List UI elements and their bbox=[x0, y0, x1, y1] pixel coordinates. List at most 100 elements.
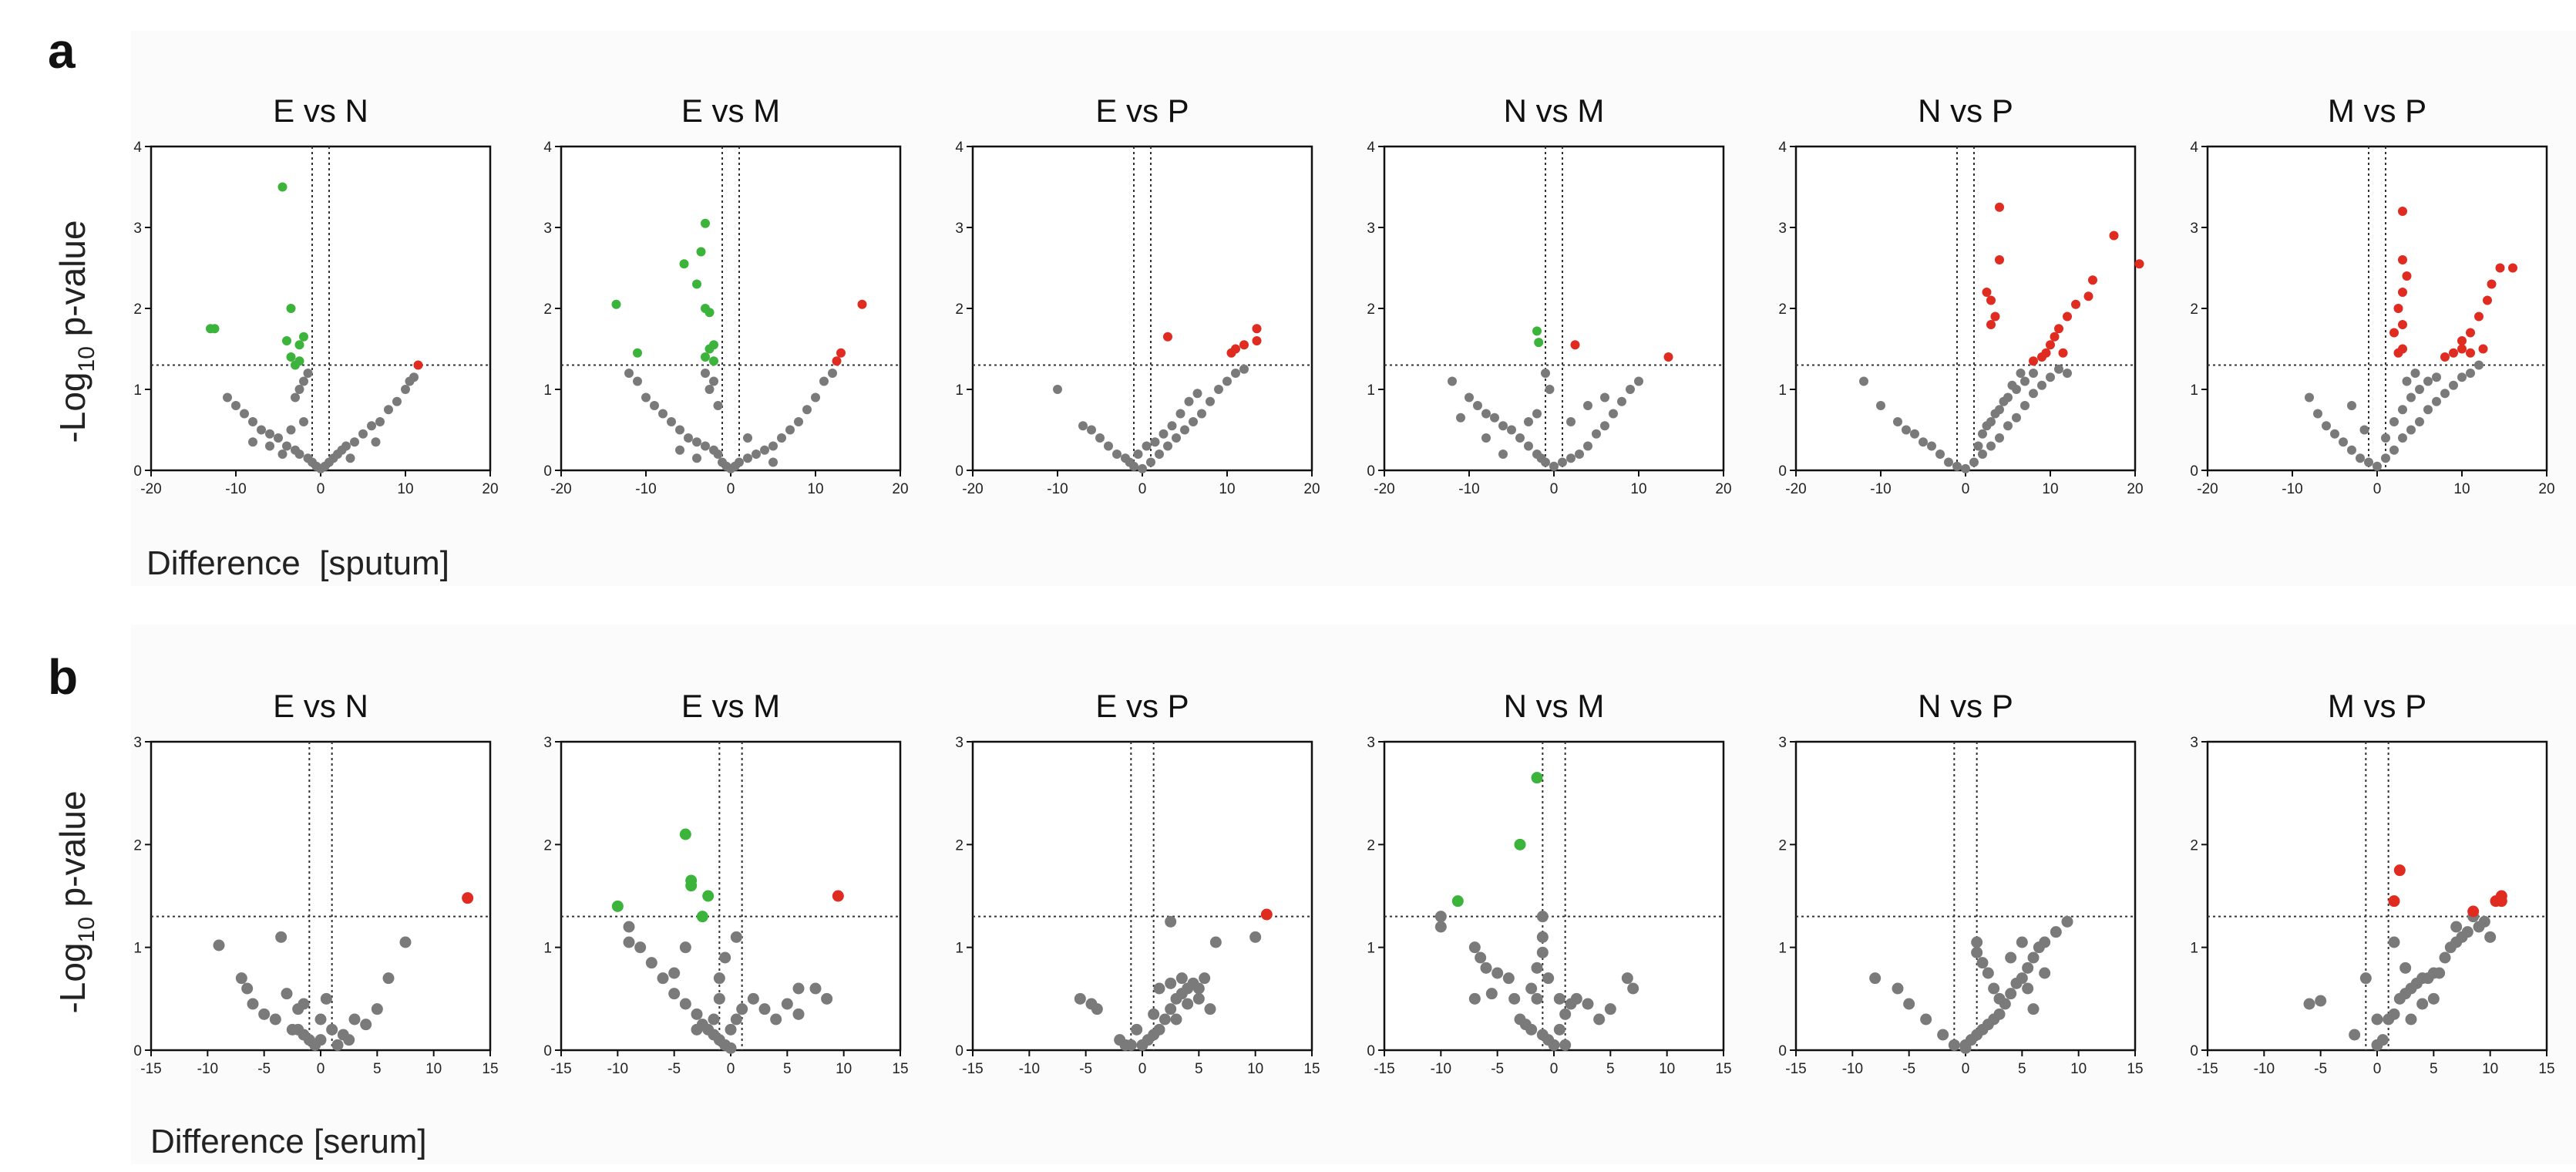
data-point-down bbox=[1532, 326, 1542, 336]
data-point-nonsignificant bbox=[1978, 450, 1987, 459]
y-tick-label: 2 bbox=[1367, 837, 1375, 854]
data-point-nonsignificant bbox=[713, 972, 725, 985]
panel-title: N vs M bbox=[1504, 93, 1605, 129]
data-point-up bbox=[2474, 312, 2484, 322]
data-point-nonsignificant bbox=[1626, 385, 1635, 394]
data-point-nonsignificant bbox=[1222, 376, 1232, 386]
data-point-up bbox=[2088, 275, 2097, 285]
data-point-nonsignificant bbox=[1468, 941, 1481, 954]
data-point-nonsignificant bbox=[1239, 364, 1249, 374]
data-point-nonsignificant bbox=[2359, 972, 2372, 985]
x-tick-label: 0 bbox=[2373, 1061, 2382, 1077]
data-point-nonsignificant bbox=[1053, 385, 1062, 394]
data-point-nonsignificant bbox=[1515, 433, 1525, 443]
x-tick-label: -10 bbox=[1842, 1061, 1863, 1077]
data-point-nonsignificant bbox=[2005, 988, 2017, 1000]
y-tick-label: 3 bbox=[1367, 735, 1375, 751]
y-tick-label: 0 bbox=[955, 463, 963, 480]
data-point-nonsignificant bbox=[1165, 1003, 1177, 1015]
data-point-nonsignificant bbox=[2423, 376, 2433, 386]
y-axis-title-main: -Log bbox=[52, 372, 92, 443]
data-point-nonsignificant bbox=[2478, 915, 2490, 928]
data-point-nonsignificant bbox=[713, 450, 723, 459]
data-point-nonsignificant bbox=[1559, 1039, 1572, 1051]
data-point-nonsignificant bbox=[277, 450, 288, 459]
data-point-nonsignificant bbox=[2313, 409, 2322, 419]
data-point-nonsignificant bbox=[1944, 457, 1953, 467]
data-point-up bbox=[1231, 344, 1240, 354]
data-point-nonsignificant bbox=[2484, 931, 2497, 943]
x-tick-label: 10 bbox=[1247, 1061, 1263, 1077]
y-tick-label: 1 bbox=[1778, 941, 1787, 957]
y-axis-title-main: -Log bbox=[52, 942, 92, 1013]
data-point-up bbox=[2050, 332, 2060, 342]
plot-frame bbox=[1794, 740, 2137, 1052]
data-point-up bbox=[2457, 336, 2467, 345]
data-point-up bbox=[2402, 271, 2412, 281]
data-point-nonsignificant bbox=[2423, 405, 2433, 415]
data-point-nonsignificant bbox=[1153, 1023, 1165, 1036]
data-point-nonsignificant bbox=[1617, 396, 1626, 406]
data-point-down bbox=[702, 890, 715, 902]
data-point-nonsignificant bbox=[1502, 972, 1515, 985]
data-point-nonsignificant bbox=[303, 369, 313, 378]
plot-frame bbox=[2206, 145, 2548, 472]
data-point-nonsignificant bbox=[1536, 946, 1549, 958]
data-point-nonsignificant bbox=[1138, 463, 1147, 473]
data-point-nonsignificant bbox=[691, 1023, 703, 1036]
data-point-up bbox=[2398, 320, 2407, 329]
data-point-nonsignificant bbox=[1078, 421, 1088, 431]
x-tick-label: -10 bbox=[197, 1061, 218, 1077]
panel-title: N vs M bbox=[1504, 688, 1605, 724]
volcano-panel: N vs M 0 1 2 3 4 -20 -10 0 10 20 bbox=[1367, 93, 1731, 497]
data-point-up bbox=[2046, 340, 2055, 350]
data-point-nonsignificant bbox=[2007, 380, 2017, 390]
data-point-up bbox=[2457, 344, 2467, 354]
x-tick-label: 0 bbox=[1138, 1061, 1147, 1077]
data-point-nonsignificant bbox=[1582, 998, 1594, 1010]
data-point-nonsignificant bbox=[265, 441, 274, 451]
data-point-nonsignificant bbox=[1155, 450, 1164, 459]
data-point-nonsignificant bbox=[258, 1008, 271, 1020]
data-point-down bbox=[679, 259, 689, 269]
y-axis-title-subscript: 10 bbox=[74, 917, 99, 942]
data-point-nonsignificant bbox=[2440, 389, 2450, 399]
x-tick-label: 20 bbox=[2127, 481, 2143, 497]
data-point-nonsignificant bbox=[1876, 401, 1885, 410]
y-tick-label: 2 bbox=[543, 301, 552, 318]
data-point-nonsignificant bbox=[1125, 1039, 1137, 1051]
data-point-nonsignificant bbox=[668, 988, 681, 1000]
x-tick-label: 15 bbox=[1303, 1061, 1320, 1077]
data-point-nonsignificant bbox=[367, 421, 376, 431]
data-point-nonsignificant bbox=[1948, 1039, 1960, 1051]
data-point-nonsignificant bbox=[1498, 450, 1508, 459]
y-tick-label: 4 bbox=[955, 140, 963, 156]
data-point-nonsignificant bbox=[1993, 1008, 2006, 1020]
data-point-nonsignificant bbox=[2063, 369, 2072, 378]
x-tick-label: -10 bbox=[607, 1061, 628, 1077]
data-point-nonsignificant bbox=[2466, 369, 2475, 378]
data-point-nonsignificant bbox=[623, 936, 635, 948]
data-point-nonsignificant bbox=[1214, 385, 1223, 394]
data-point-nonsignificant bbox=[2016, 369, 2026, 378]
data-point-up bbox=[2449, 348, 2458, 358]
y-tick-label: 1 bbox=[543, 941, 552, 957]
data-point-nonsignificant bbox=[1902, 425, 1911, 435]
x-tick-label: 10 bbox=[2482, 1061, 2498, 1077]
y-axis-title-tail: p-value bbox=[52, 220, 92, 346]
data-point-nonsignificant bbox=[770, 1013, 782, 1026]
data-point-nonsignificant bbox=[1604, 1003, 1616, 1015]
data-point-nonsignificant bbox=[2016, 936, 2028, 948]
y-tick-label: 3 bbox=[543, 221, 552, 237]
data-point-nonsignificant bbox=[1192, 982, 1205, 995]
data-point-nonsignificant bbox=[2322, 421, 2331, 431]
data-point-nonsignificant bbox=[1170, 1013, 1182, 1026]
data-point-nonsignificant bbox=[1167, 421, 1177, 431]
volcano-panel: E vs N 0 1 2 3 4 -20 -10 0 10 20 bbox=[133, 93, 498, 497]
data-point-nonsignificant bbox=[657, 972, 669, 985]
data-point-nonsignificant bbox=[1919, 437, 1928, 447]
data-point-nonsignificant bbox=[1172, 433, 1181, 443]
data-point-nonsignificant bbox=[747, 992, 759, 1005]
x-tick-label: -5 bbox=[668, 1061, 681, 1077]
y-tick-label: 2 bbox=[955, 837, 963, 854]
